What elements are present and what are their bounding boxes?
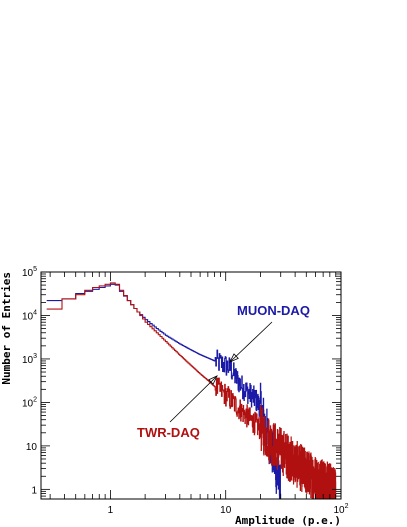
- x-tick-label: 10: [220, 505, 232, 516]
- x-tick-label: 1: [108, 505, 114, 516]
- x-axis-title: Amplitude (p.e.): [235, 514, 341, 527]
- y-tick-label: 104: [22, 309, 37, 322]
- arrowhead-twr-daq: [208, 375, 218, 385]
- arrow-muon-daq: [229, 321, 273, 363]
- arrow-twr-daq: [169, 375, 218, 423]
- y-tick-label: 1: [31, 485, 37, 496]
- annotation-muon-daq: MUON-DAQ: [237, 303, 310, 318]
- annotation-twr-daq: TWR-DAQ: [137, 425, 200, 440]
- x-tick-label: 102: [333, 503, 348, 516]
- y-tick-label: 10: [26, 442, 38, 453]
- axis-ticks: [41, 271, 342, 500]
- y-axis-title: Number of Entries: [0, 272, 13, 385]
- series-layer: [46, 282, 337, 500]
- series-line-twr-daq: [46, 282, 337, 500]
- annotations: MUON-DAQ TWR-DAQ: [137, 303, 310, 440]
- y-tick-label: 102: [22, 396, 37, 409]
- tick-labels: 1 10 102 1 10 102 103 104 105: [22, 266, 349, 516]
- arrowhead-muon-daq: [229, 353, 239, 363]
- y-tick-label: 105: [22, 266, 37, 279]
- y-tick-label: 103: [22, 353, 37, 366]
